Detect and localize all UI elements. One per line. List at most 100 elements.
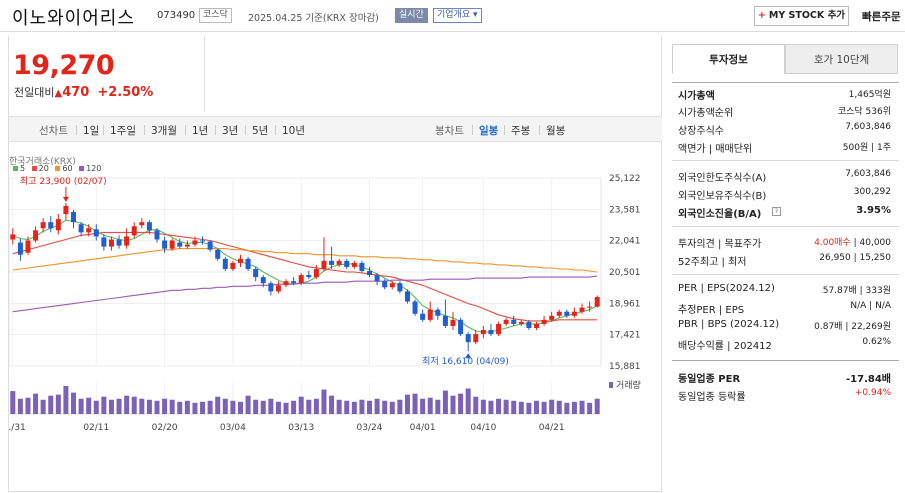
period-3y[interactable]: 3년 [222, 125, 239, 137]
candle-body [518, 321, 524, 324]
volume-bar [351, 401, 357, 414]
my-stock-add-button[interactable]: + MY STOCK 추가 [754, 6, 849, 26]
candle-body [336, 260, 342, 265]
divider [672, 82, 899, 83]
period-1w[interactable]: 1주일 [110, 125, 137, 137]
volume-bar [55, 394, 61, 414]
pbr-value: 0.87배 | 22,269원 [814, 322, 891, 332]
period-3m[interactable]: 3개월 [151, 125, 178, 137]
volume-bar [359, 399, 365, 414]
y-tick-label: 22,041 [609, 237, 641, 247]
candle-body [86, 228, 92, 233]
volume-bar [275, 401, 281, 414]
foreign-ratio-value: 3.95% [856, 205, 891, 216]
target-price: | 40,000 [853, 238, 891, 248]
period-daily[interactable]: 일봉 [479, 125, 499, 137]
info-row-industry-rate: 동일업종 등락률 +0.94% [672, 386, 899, 404]
info-row-foreign-hold: 외국인보유주식수(B) 300,292 [672, 185, 899, 203]
volume-bar [291, 400, 297, 414]
volume-bar [237, 401, 243, 414]
volume-bar [488, 400, 494, 414]
volume-bar [404, 394, 410, 414]
candle-body [215, 249, 221, 259]
volume-bar [518, 401, 524, 414]
period-10y[interactable]: 10년 [282, 125, 306, 137]
x-tick-label: 04/21 [539, 423, 565, 433]
opinion-rating: 4.00매수 [814, 238, 851, 248]
realtime-button[interactable]: 실시간 [395, 8, 428, 23]
volume-bar [496, 398, 502, 414]
ma120-label: 120 [86, 164, 102, 173]
candle-body [488, 330, 494, 335]
opinion-label: 투자의견 | 목표주가 [678, 239, 762, 250]
candle-chart-tab[interactable]: 봉차트 [435, 125, 464, 137]
volume-bar [78, 398, 84, 414]
divider [103, 125, 104, 135]
price-chart[interactable]: 25,122 23,581 22,041 20,501 18,961 17,421 15,8… [9, 174, 662, 474]
info-row-cap-rank[interactable]: 시가총액순위 코스닥 536위 [672, 102, 899, 120]
cap-rank-value: 코스닥 536위 [837, 107, 891, 117]
stock-name: 이노와이어리스 [12, 8, 135, 29]
info-row-industry-per: 동일업종 PER -17.84배 [672, 368, 899, 386]
foreign-limit-value: 7,603,846 [845, 169, 891, 179]
volume-bar [465, 388, 471, 414]
volume-bar [374, 398, 380, 414]
volume-bar [108, 399, 114, 414]
x-tick-label: 04/01 [410, 423, 436, 433]
x-tick-label: 03/24 [357, 423, 383, 433]
industry-per-value: -17.84배 [846, 374, 891, 385]
candle-body [420, 313, 426, 320]
stock-code: 073490 [157, 10, 196, 21]
tab-investment-info[interactable]: 투자정보 [672, 44, 785, 74]
candle-body [207, 241, 213, 250]
period-monthly[interactable]: 월봉 [546, 125, 566, 137]
volume-bar [420, 398, 426, 414]
line-chart-tab[interactable]: 선차트 [39, 125, 68, 137]
volume-bar [480, 399, 486, 414]
volume-bar [427, 397, 433, 414]
period-1d[interactable]: 1일 [83, 125, 100, 137]
period-5y[interactable]: 5년 [252, 125, 269, 137]
period-weekly[interactable]: 주봉 [511, 125, 531, 137]
candle-body [71, 212, 77, 223]
shares-label: 상장주식수 [678, 126, 724, 137]
candle-body [533, 323, 539, 328]
dividend-label: 배당수익률 | 202412 [678, 341, 772, 352]
candle-body [571, 311, 577, 316]
help-icon[interactable]: ? [772, 207, 781, 216]
volume-bar [329, 395, 335, 414]
divider [672, 360, 899, 361]
volume-bar [526, 402, 532, 414]
ma5-label: 5 [20, 164, 26, 173]
volume-bar [154, 400, 160, 414]
price-box: 19,270 전일대비▲470 +2.50% [9, 36, 205, 112]
candle-body [93, 229, 99, 237]
quick-order-button[interactable]: 빠른주문 [862, 11, 901, 23]
high-arrow-icon [62, 196, 69, 202]
candle-body [192, 240, 198, 245]
quote-date: 2025.04.25 기준(KRX 장마감) [248, 13, 379, 24]
company-overview-dropdown[interactable]: 기업개요 ▾ [433, 8, 482, 23]
volume-bar [253, 399, 259, 414]
candle-body [458, 319, 464, 335]
volume-bar [556, 400, 562, 414]
x-tick-label: 04/10 [470, 423, 496, 433]
tab-order-book[interactable]: 호가 10단계 [785, 44, 898, 74]
candle-body [116, 239, 122, 246]
candle-body [245, 258, 251, 269]
volume-bar [283, 402, 289, 414]
candle-body [427, 309, 433, 320]
volume-bar [594, 398, 600, 414]
volume-bar [124, 395, 130, 414]
candle-body [260, 277, 266, 284]
info-row-shares: 상장주식수 7,603,846 [672, 120, 899, 138]
period-1y[interactable]: 1년 [192, 125, 209, 137]
y-tick-label: 23,581 [609, 205, 641, 215]
volume-bar [169, 399, 175, 414]
volume-bar [146, 399, 152, 414]
volume-bar [458, 393, 464, 414]
candle-body [389, 283, 395, 288]
par-value: 500원 | 1주 [842, 143, 891, 153]
chart-panel: 19,270 전일대비▲470 +2.50% 선차트 1일 1주일 3개월 1년 … [8, 36, 662, 492]
divider [504, 125, 505, 135]
